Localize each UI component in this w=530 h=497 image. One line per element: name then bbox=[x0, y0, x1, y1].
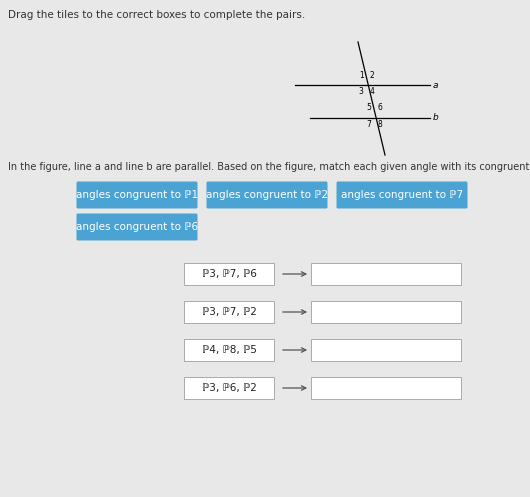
Text: 7: 7 bbox=[367, 120, 372, 129]
Text: a: a bbox=[433, 81, 438, 89]
Text: Drag the tiles to the correct boxes to complete the pairs.: Drag the tiles to the correct boxes to c… bbox=[8, 10, 305, 20]
Text: 2: 2 bbox=[369, 71, 374, 80]
Text: angles congruent to ℙ1: angles congruent to ℙ1 bbox=[76, 190, 198, 200]
FancyBboxPatch shape bbox=[184, 263, 274, 285]
FancyBboxPatch shape bbox=[76, 181, 198, 209]
Text: In the figure, line a and line b are parallel. Based on the figure, match each g: In the figure, line a and line b are par… bbox=[8, 162, 530, 172]
FancyBboxPatch shape bbox=[207, 181, 328, 209]
FancyBboxPatch shape bbox=[311, 377, 461, 399]
Text: angles congruent to ℙ2: angles congruent to ℙ2 bbox=[206, 190, 328, 200]
Text: 1: 1 bbox=[359, 71, 364, 80]
FancyBboxPatch shape bbox=[337, 181, 467, 209]
Text: b: b bbox=[433, 113, 439, 122]
Text: ℙ3, ℙ7, ℙ6: ℙ3, ℙ7, ℙ6 bbox=[201, 269, 257, 279]
Text: angles congruent to ℙ6: angles congruent to ℙ6 bbox=[76, 222, 198, 232]
Text: ℙ3, ℙ6, ℙ2: ℙ3, ℙ6, ℙ2 bbox=[201, 383, 257, 393]
Text: 5: 5 bbox=[367, 103, 372, 112]
FancyBboxPatch shape bbox=[184, 301, 274, 323]
FancyBboxPatch shape bbox=[311, 301, 461, 323]
Text: 4: 4 bbox=[369, 87, 375, 96]
FancyBboxPatch shape bbox=[311, 339, 461, 361]
FancyBboxPatch shape bbox=[184, 339, 274, 361]
Text: 8: 8 bbox=[377, 120, 382, 129]
Text: ℙ4, ℙ8, ℙ5: ℙ4, ℙ8, ℙ5 bbox=[201, 345, 257, 355]
Text: 3: 3 bbox=[359, 87, 364, 96]
FancyBboxPatch shape bbox=[184, 377, 274, 399]
Text: 6: 6 bbox=[377, 103, 382, 112]
Text: ℙ3, ℙ7, ℙ2: ℙ3, ℙ7, ℙ2 bbox=[201, 307, 257, 317]
Text: angles congruent to ℙ7: angles congruent to ℙ7 bbox=[341, 190, 463, 200]
FancyBboxPatch shape bbox=[76, 214, 198, 241]
FancyBboxPatch shape bbox=[311, 263, 461, 285]
